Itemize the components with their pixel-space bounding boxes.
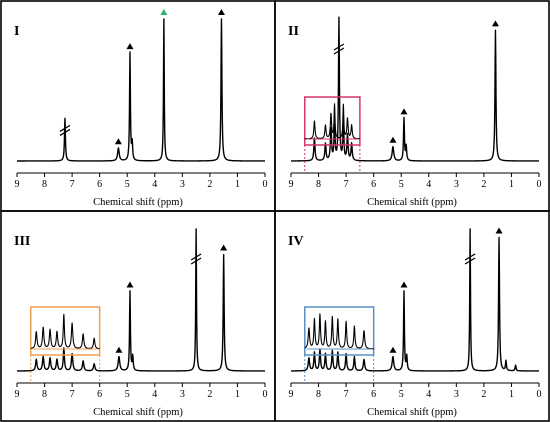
x-tick-label: 3: [180, 389, 185, 400]
panel-IV: IV Chemical shift (ppm) 9 8 7 6 5 4 3 2 1 0: [274, 210, 550, 422]
inset-box: [304, 306, 375, 356]
x-tick-label: 1: [235, 179, 240, 190]
x-tick-label: 8: [316, 389, 321, 400]
peak-marker-triangle: [389, 346, 397, 353]
x-tick-label: 2: [207, 179, 212, 190]
peak-marker-triangle: [126, 43, 134, 50]
axis-break-mark: [59, 124, 71, 132]
peak-marker-triangle: [126, 281, 134, 288]
x-tick-label: 6: [97, 179, 102, 190]
x-tick-label: 3: [180, 179, 185, 190]
axis-break-mark: [333, 47, 345, 55]
x-tick-label: 2: [481, 179, 486, 190]
inset-spectrum-line: [30, 313, 100, 350]
x-tick-label: 6: [371, 179, 376, 190]
axis-break-mark: [464, 253, 476, 261]
peak-marker-triangle: [495, 227, 503, 234]
x-tick-label: 8: [42, 389, 47, 400]
inset-box: [304, 96, 361, 146]
x-tick-label: 5: [125, 389, 130, 400]
x-tick-label: 1: [235, 389, 240, 400]
x-tick-label: 5: [125, 179, 130, 190]
peak-marker-triangle: [400, 108, 408, 115]
x-tick-label: 3: [454, 179, 459, 190]
peak-marker-triangle: [114, 138, 122, 145]
spectrum-line: [290, 16, 540, 162]
axis-break-mark: [464, 257, 476, 265]
peak-marker-triangle: [400, 281, 408, 288]
x-tick-label: 4: [152, 179, 157, 190]
x-tick-label: 0: [263, 389, 268, 400]
spectrum-line: [16, 18, 266, 162]
x-tick-label: 5: [399, 389, 404, 400]
panel-label: II: [288, 24, 299, 39]
x-tick-label: 9: [15, 179, 20, 190]
x-tick-label: 6: [371, 389, 376, 400]
peak-marker-triangle: [217, 9, 225, 15]
x-tick-label: 4: [152, 389, 157, 400]
x-axis-label: Chemical shift (ppm): [93, 197, 183, 208]
peak-marker-triangle: [220, 244, 228, 251]
inset-spectrum-line: [304, 103, 361, 140]
x-tick-label: 7: [344, 179, 349, 190]
axis-break-mark: [333, 43, 345, 51]
inset-box: [30, 306, 101, 356]
x-axis-label: Chemical shift (ppm): [367, 197, 457, 208]
x-tick-label: 7: [344, 389, 349, 400]
peak-marker-triangle: [389, 136, 397, 143]
panel-I: I Chemical shift (ppm) 9 8 7 6 5 4 3 2 1 0: [0, 0, 276, 212]
spectrum-line: [16, 228, 266, 372]
x-tick-label: 0: [537, 179, 542, 190]
axis-break-mark: [190, 257, 202, 265]
x-axis-label: Chemical shift (ppm): [367, 407, 457, 418]
panel-frame: [274, 210, 550, 422]
x-tick-label: 0: [537, 389, 542, 400]
peak-marker-triangle: [491, 20, 499, 27]
peak-marker-triangle: [160, 9, 168, 15]
peak-marker-triangle: [115, 346, 123, 353]
panel-label: IV: [288, 234, 304, 249]
inset-spectrum-line: [304, 313, 374, 350]
x-tick-label: 8: [42, 179, 47, 190]
x-tick-label: 3: [454, 389, 459, 400]
x-tick-label: 4: [426, 179, 431, 190]
panel-label: III: [14, 234, 30, 249]
x-tick-label: 7: [70, 389, 75, 400]
axis-break-mark: [190, 253, 202, 261]
x-tick-label: 8: [316, 179, 321, 190]
panel-label: I: [14, 24, 19, 39]
x-tick-label: 0: [263, 179, 268, 190]
x-tick-label: 9: [15, 389, 20, 400]
x-tick-label: 2: [481, 389, 486, 400]
x-tick-label: 9: [289, 389, 294, 400]
axis-break-mark: [59, 128, 71, 136]
x-tick-label: 1: [509, 179, 514, 190]
x-tick-label: 2: [207, 389, 212, 400]
x-tick-label: 5: [399, 179, 404, 190]
spectrum-line: [290, 228, 540, 372]
x-tick-label: 1: [509, 389, 514, 400]
x-tick-label: 7: [70, 179, 75, 190]
x-tick-label: 6: [97, 389, 102, 400]
x-tick-label: 4: [426, 389, 431, 400]
x-axis-label: Chemical shift (ppm): [93, 407, 183, 418]
x-tick-label: 9: [289, 179, 294, 190]
